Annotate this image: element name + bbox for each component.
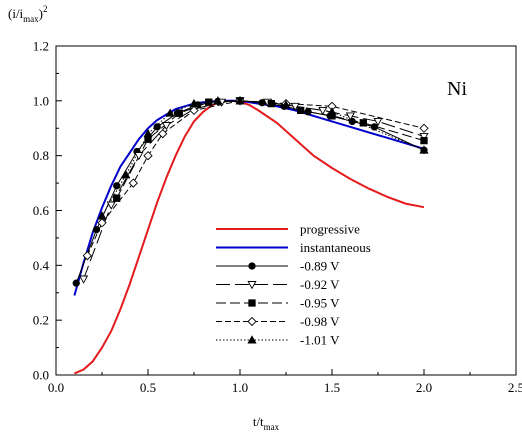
- data-point-1-01-v: [419, 145, 429, 154]
- data-point-0-98-v: [158, 129, 168, 139]
- theory-line-progressive: [74, 99, 425, 375]
- data-point-0-92-v: [106, 201, 116, 210]
- y-tick-label: 1.2: [33, 39, 49, 54]
- legend-marker-1-01-v: [247, 335, 257, 344]
- legend-label-1-01-v: -1.01 V: [300, 333, 340, 348]
- y-axis-label: (i/imax)2: [8, 4, 48, 24]
- data-point-0-95-v: [113, 194, 121, 202]
- data-point-0-89-v: [92, 226, 101, 234]
- annotation-ni: Ni: [447, 78, 467, 100]
- legend-label-progressive: progressive: [300, 222, 360, 237]
- data-point-1-01-v: [213, 96, 223, 105]
- data-point-0-92-v: [161, 122, 171, 131]
- legend-marker-0-98-v: [247, 316, 257, 327]
- data-point-0-95-v: [420, 136, 428, 145]
- data-point-0-95-v: [359, 119, 367, 127]
- data-point-0-92-v: [419, 132, 429, 142]
- data-point-0-89-v: [72, 279, 80, 287]
- series-markers: [72, 96, 429, 287]
- data-point-0-92-v: [373, 117, 383, 127]
- data-point-1-01-v: [281, 100, 291, 109]
- data-point-0-98-v: [419, 123, 429, 133]
- y-tick-label: 0.6: [33, 203, 50, 218]
- y-tick-label: 0.4: [33, 258, 50, 273]
- data-point-1-01-v: [189, 98, 199, 108]
- data-point-0-95-v: [205, 98, 213, 106]
- x-tick-label: 1.5: [324, 380, 340, 395]
- data-point-0-92-v: [134, 152, 144, 161]
- data-point-0-98-v: [82, 251, 92, 261]
- legend-marker-0-89-v: [248, 262, 256, 270]
- data-point-0-98-v: [189, 105, 199, 116]
- data-point-0-98-v: [128, 178, 138, 188]
- series-line-0-98-v: [86, 100, 425, 256]
- data-point-0-89-v: [370, 123, 378, 131]
- axis-ticks: [55, 45, 517, 376]
- x-tick-label: 0.5: [140, 380, 156, 395]
- data-point-0-98-v: [97, 218, 107, 228]
- data-point-1-01-v: [143, 128, 153, 138]
- x-axis-label: t/tmax: [253, 414, 280, 432]
- series-line-0-95-v: [116, 100, 425, 199]
- data-point-0-98-v: [143, 151, 153, 161]
- data-point-1-01-v: [97, 211, 107, 220]
- data-point-1-01-v: [235, 96, 245, 105]
- x-tick-label: 2.0: [416, 380, 432, 395]
- data-point-1-01-v: [165, 108, 175, 117]
- data-point-0-92-v: [290, 102, 300, 112]
- tick-labels: 0.0 0.5 1.0 1.5 2.0 2.5 0.0 0.2 0.4 0.6 0.8 1.0 1.2: [33, 39, 522, 396]
- y-tick-label: 0.8: [33, 148, 49, 163]
- data-point-1-01-v: [121, 170, 131, 179]
- data-point-0-89-v: [153, 123, 161, 131]
- theory-lines: [73, 99, 425, 375]
- legend-label-instantaneous: instantaneous: [300, 240, 371, 255]
- data-point-1-01-v: [327, 107, 337, 116]
- y-tick-label: 0.2: [33, 313, 49, 328]
- x-tick-label: 1.0: [232, 380, 248, 395]
- legend-marker-0-92-v: [247, 281, 257, 290]
- legend-label-0-92-v: -0.92 V: [300, 277, 340, 292]
- data-point-0-95-v: [267, 99, 275, 108]
- y-tick-label: 1.0: [33, 93, 49, 108]
- legend-label-0-89-v: -0.89 V: [300, 259, 340, 274]
- legend-marker-0-95-v: [248, 299, 256, 307]
- data-point-0-92-v: [79, 275, 89, 284]
- theory-line-instantaneous: [73, 99, 425, 296]
- data-point-0-95-v: [175, 109, 183, 117]
- legend-label-0-98-v: -0.98 V: [300, 314, 340, 329]
- legend-label-0-95-v: -0.95 V: [300, 296, 340, 311]
- data-point-0-92-v: [318, 106, 328, 116]
- data-point-0-89-v: [113, 182, 121, 190]
- plot-area: [72, 96, 429, 375]
- x-tick-label: 2.5: [508, 380, 522, 395]
- legend: progressive instantaneous -0.89 V -0.92 V -0…: [216, 222, 371, 348]
- x-tick-label: 0.0: [48, 380, 64, 395]
- data-point-0-95-v: [297, 106, 305, 115]
- data-point-0-89-v: [304, 108, 312, 116]
- data-point-0-92-v: [345, 112, 355, 121]
- y-tick-label: 0.0: [33, 368, 49, 383]
